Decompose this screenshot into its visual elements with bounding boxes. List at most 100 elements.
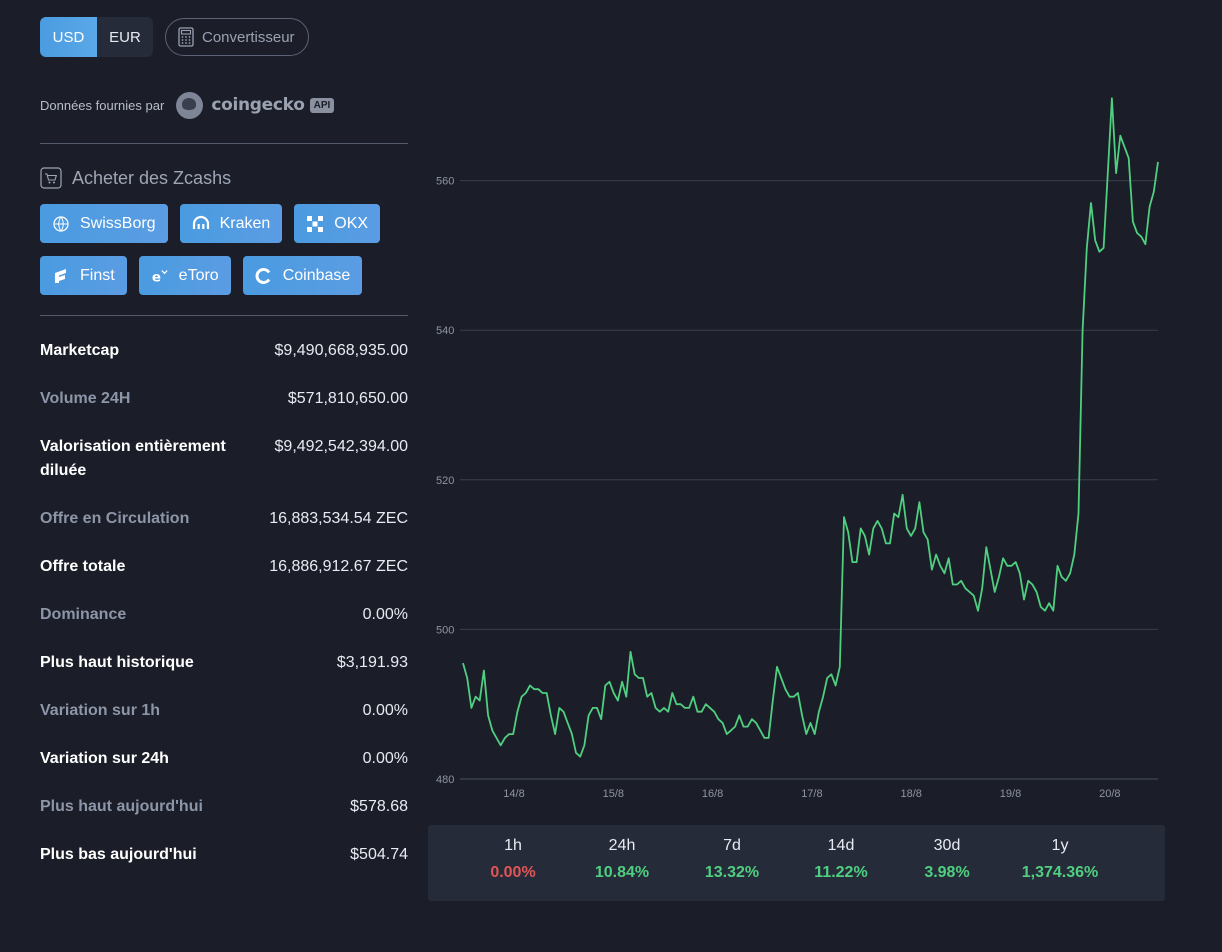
change-period: 1h — [504, 837, 522, 854]
stat-row-dominance: Dominance 0.00% — [40, 603, 408, 651]
calculator-icon — [178, 27, 194, 47]
exchange-button-okx[interactable]: OKX — [294, 204, 381, 243]
buy-section-title: Acheter des Zcashs — [40, 167, 408, 189]
stat-label: Offre en Circulation — [40, 510, 190, 527]
stat-label: Marketcap — [40, 342, 120, 359]
x-tick-label: 15/8 — [603, 788, 624, 800]
y-tick-label: 500 — [436, 624, 454, 636]
change-period: 24h — [608, 837, 636, 854]
price-chart[interactable]: 480 500 520 540 560 14/8 15/8 16/8 17/8 18/8 19/8 2… — [428, 30, 1168, 810]
currency-toggle: USD EUR — [40, 17, 153, 57]
stat-label: Plus bas aujourd'hui — [40, 846, 197, 863]
stat-value: $571,810,650.00 — [287, 390, 408, 407]
stat-label: Plus haut historique — [40, 654, 194, 671]
change-period: 14d — [827, 837, 855, 854]
usd-button[interactable]: USD — [40, 17, 97, 57]
x-tick-label: 18/8 — [900, 788, 921, 800]
y-tick-label: 520 — [436, 475, 454, 487]
api-badge: API — [309, 97, 335, 113]
okx-icon — [306, 215, 324, 233]
y-tick-label: 560 — [436, 176, 454, 188]
change-value: 10.84% — [594, 864, 650, 881]
y-tick-label: 480 — [436, 774, 454, 786]
finst-icon — [52, 267, 70, 285]
stat-value: $9,492,542,394.00 — [274, 438, 408, 455]
exchange-label: Kraken — [219, 214, 271, 232]
exchange-label: OKX — [334, 214, 369, 232]
stat-row-high-today: Plus haut aujourd'hui $578.68 — [40, 795, 408, 843]
stat-value: 0.00% — [362, 606, 408, 623]
stat-label: Dominance — [40, 606, 127, 623]
stats-table: Marketcap $9,490,668,935.00 Volume 24H $57… — [40, 339, 408, 891]
exchange-label: Coinbase — [282, 266, 351, 284]
stat-row-marketcap: Marketcap $9,490,668,935.00 — [40, 339, 408, 387]
change-1h: 1h 0.00% — [468, 837, 558, 882]
top-controls: USD EUR Convertisseur — [40, 17, 408, 57]
exchange-label: SwissBorg — [80, 214, 156, 232]
coingecko-link[interactable]: coingecko API — [176, 91, 335, 119]
buy-title-label: Acheter des Zcashs — [72, 167, 232, 188]
coinbase-icon — [255, 267, 273, 285]
exchange-list: SwissBorg Kraken OKX Finst e eToro — [40, 204, 410, 308]
change-30d: 30d 3.98% — [902, 837, 992, 882]
stat-row-total-supply: Offre totale 16,886,912.67 ZEC — [40, 555, 408, 603]
price-chart-svg: 480 500 520 540 560 14/8 15/8 16/8 17/8 18/8 19/8 2… — [436, 97, 1159, 800]
exchange-button-coinbase[interactable]: Coinbase — [242, 256, 363, 295]
stat-row-fdv: Valorisation entièrement diluée $9,492,54… — [40, 435, 408, 507]
exchange-button-finst[interactable]: Finst — [40, 256, 127, 295]
change-14d: 14d 11.22% — [796, 837, 886, 882]
coingecko-logo-icon — [176, 91, 204, 119]
x-tick-label: 16/8 — [702, 788, 723, 800]
stat-row-ath: Plus haut historique $3,191.93 — [40, 651, 408, 699]
left-panel: USD EUR Convertisseur Données fournies p… — [40, 17, 408, 891]
x-tick-label: 20/8 — [1099, 788, 1120, 800]
stat-value: $504.74 — [350, 846, 408, 863]
stat-row-change-24h: Variation sur 24h 0.00% — [40, 747, 408, 795]
change-value: 11.22% — [814, 864, 868, 881]
stat-value: 16,886,912.67 ZEC — [269, 558, 408, 575]
stat-value: $578.68 — [350, 798, 408, 815]
stat-label: Variation sur 1h — [40, 702, 161, 719]
y-tick-label: 540 — [436, 325, 454, 337]
stat-value: 0.00% — [362, 750, 408, 767]
change-period: 30d — [933, 837, 961, 854]
stat-label: Offre totale — [40, 558, 126, 575]
change-7d: 7d 13.32% — [687, 837, 777, 882]
exchange-button-kraken[interactable]: Kraken — [179, 204, 283, 243]
svg-text:e: e — [152, 269, 161, 285]
coingecko-brand: coingecko — [211, 95, 305, 115]
converter-button[interactable]: Convertisseur — [165, 18, 309, 56]
converter-label: Convertisseur — [202, 28, 295, 46]
eur-button[interactable]: EUR — [97, 17, 153, 57]
stat-value: $9,490,668,935.00 — [274, 342, 408, 359]
etoro-icon: e — [151, 267, 169, 285]
stat-row-volume: Volume 24H $571,810,650.00 — [40, 387, 408, 435]
exchange-label: Finst — [80, 266, 115, 284]
exchange-button-swissborg[interactable]: SwissBorg — [40, 204, 168, 243]
stat-label: Volume 24H — [40, 390, 131, 407]
x-tick-label: 19/8 — [1000, 788, 1021, 800]
exchange-button-etoro[interactable]: e eToro — [138, 256, 231, 295]
cart-icon — [40, 167, 62, 189]
x-tick-label: 17/8 — [801, 788, 822, 800]
change-value: 13.32% — [704, 864, 760, 881]
change-value: 1,374.36% — [1021, 864, 1099, 881]
stat-label: Valorisation entièrement diluée — [40, 438, 226, 479]
kraken-icon — [192, 215, 210, 233]
stat-label: Plus haut aujourd'hui — [40, 798, 203, 815]
stat-value: $3,191.93 — [336, 654, 408, 671]
swissborg-icon — [52, 215, 70, 233]
stat-value: 16,883,534.54 ZEC — [269, 510, 408, 527]
change-value: 3.98% — [924, 864, 970, 881]
stat-value: 0.00% — [362, 702, 408, 719]
change-24h: 24h 10.84% — [577, 837, 667, 882]
change-value: 0.00% — [490, 864, 536, 881]
stat-row-low-today: Plus bas aujourd'hui $504.74 — [40, 843, 408, 891]
change-1y: 1y 1,374.36% — [1015, 837, 1105, 882]
data-provider: Données fournies par coingecko API — [40, 90, 408, 120]
divider — [40, 143, 408, 144]
stat-label: Variation sur 24h — [40, 750, 169, 767]
stat-row-circulating: Offre en Circulation 16,883,534.54 ZEC — [40, 507, 408, 555]
change-period: 1y — [1051, 837, 1069, 854]
price-line — [462, 97, 1159, 758]
